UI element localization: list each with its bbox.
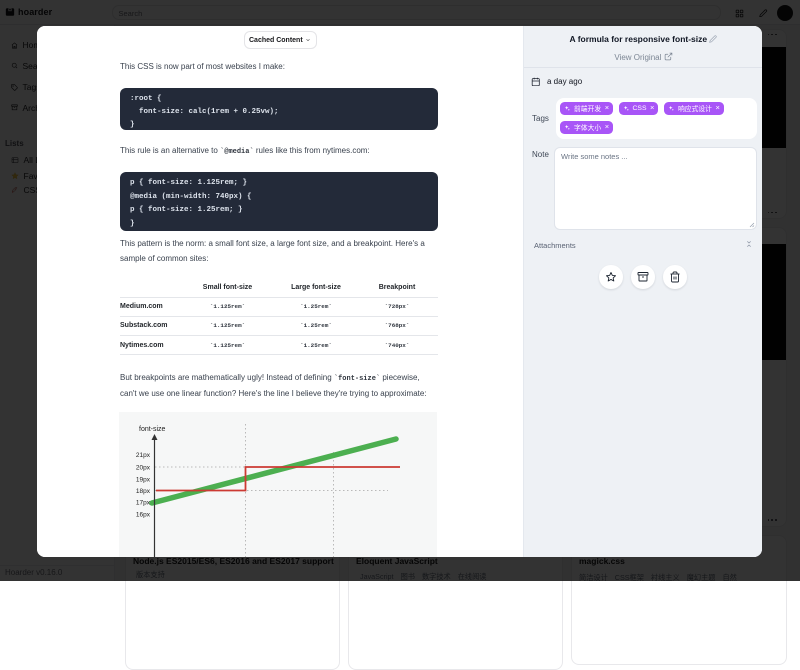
svg-text:20px: 20px: [136, 465, 151, 472]
svg-text:17px: 17px: [136, 500, 151, 507]
svg-text:18px: 18px: [136, 488, 151, 495]
svg-text:font-size: font-size: [139, 426, 166, 433]
svg-text:21px: 21px: [136, 452, 151, 459]
svg-text:19px: 19px: [136, 477, 151, 484]
svg-text:16px: 16px: [136, 512, 151, 519]
